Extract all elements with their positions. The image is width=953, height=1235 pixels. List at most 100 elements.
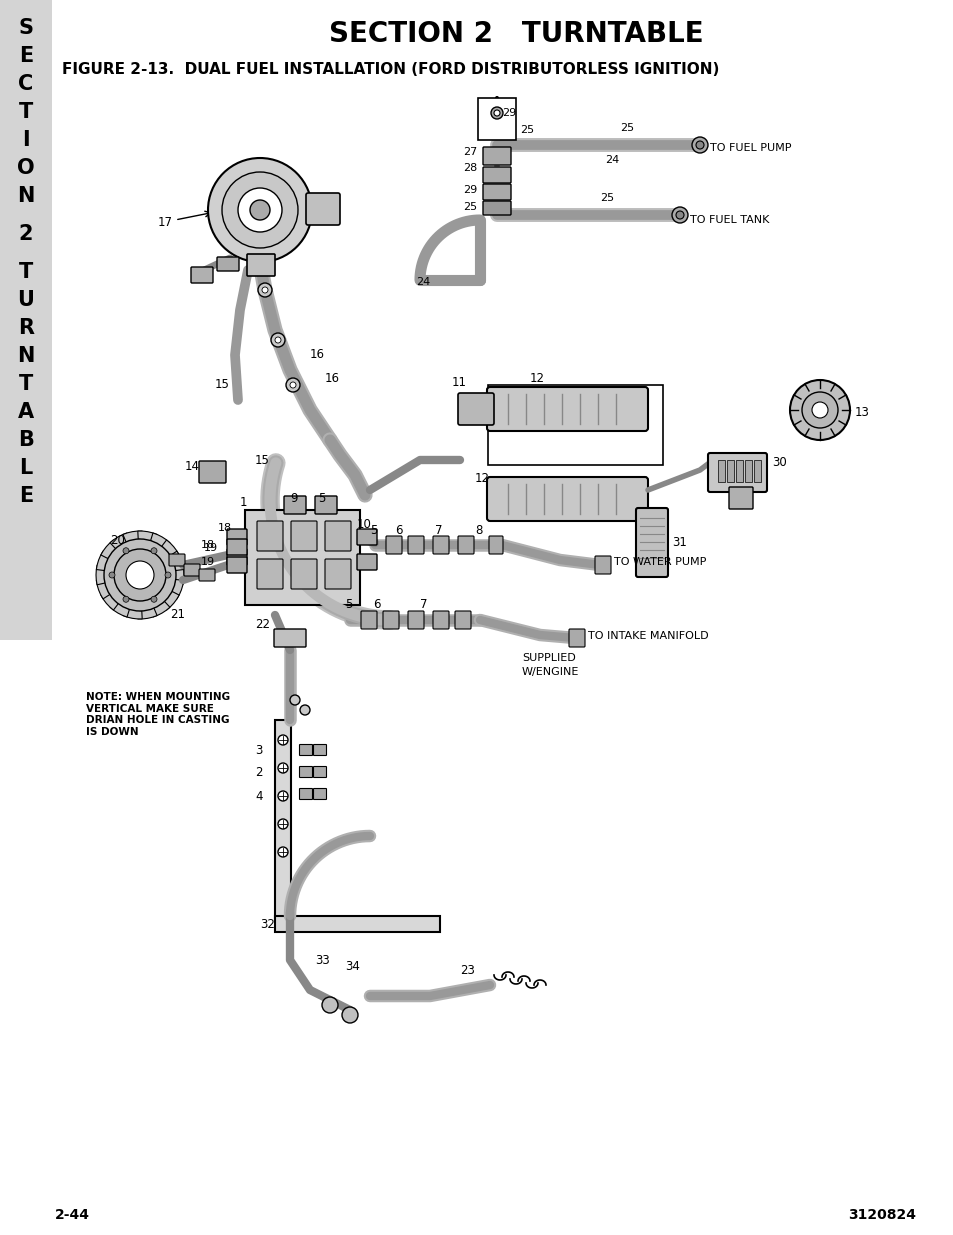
Circle shape [801,391,837,429]
Bar [477,98,516,140]
Text: 15: 15 [254,453,270,467]
Text: 30: 30 [771,457,786,469]
FancyBboxPatch shape [728,487,752,509]
FancyBboxPatch shape [457,536,474,555]
FancyBboxPatch shape [408,611,423,629]
Circle shape [277,819,288,829]
FancyBboxPatch shape [191,267,213,283]
Circle shape [341,1007,357,1023]
FancyBboxPatch shape [299,767,313,778]
Text: C: C [18,74,33,94]
Text: W/ENGINE: W/ENGINE [521,667,578,677]
Text: 5: 5 [345,599,352,611]
FancyBboxPatch shape [274,629,306,647]
Circle shape [237,188,282,232]
FancyBboxPatch shape [291,521,316,551]
Text: SUPPLIED: SUPPLIED [521,653,576,663]
Text: 8: 8 [475,524,482,536]
Text: 27: 27 [462,147,476,157]
Text: 25: 25 [599,193,614,203]
FancyBboxPatch shape [382,611,398,629]
Text: 17: 17 [158,215,172,228]
Text: 9: 9 [290,492,297,505]
Circle shape [271,333,285,347]
Text: TO FUEL TANK: TO FUEL TANK [689,215,768,225]
Text: 24: 24 [416,277,430,287]
Polygon shape [175,566,184,585]
FancyBboxPatch shape [482,147,511,165]
FancyBboxPatch shape [325,521,351,551]
FancyBboxPatch shape [184,564,200,576]
Polygon shape [137,531,157,542]
Bar [245,510,359,605]
Text: 6: 6 [373,599,380,611]
Text: R: R [18,317,34,338]
Text: 34: 34 [345,961,359,973]
Text: N: N [17,346,34,366]
Bar [0,0,52,640]
FancyBboxPatch shape [256,559,283,589]
Text: 5: 5 [317,492,325,505]
Circle shape [299,705,310,715]
Circle shape [277,763,288,773]
Text: 23: 23 [459,963,475,977]
Text: 16: 16 [325,372,339,384]
FancyBboxPatch shape [314,767,326,778]
FancyBboxPatch shape [227,557,247,573]
Text: 22: 22 [254,619,270,631]
Text: 24: 24 [604,156,618,165]
Polygon shape [96,579,110,599]
Bar [726,459,733,482]
FancyBboxPatch shape [227,529,247,545]
Text: A: A [18,403,34,422]
Text: 2: 2 [19,224,33,245]
Text: 4: 4 [254,789,262,803]
FancyBboxPatch shape [482,184,511,200]
FancyBboxPatch shape [595,556,610,574]
Text: 10: 10 [356,519,372,531]
Polygon shape [162,592,179,610]
FancyBboxPatch shape [314,496,336,514]
Text: 18: 18 [218,522,232,534]
Polygon shape [162,540,179,558]
FancyBboxPatch shape [457,393,494,425]
Circle shape [277,735,288,745]
Circle shape [676,211,683,219]
Text: 31: 31 [671,536,686,550]
Text: TO INTAKE MANIFOLD: TO INTAKE MANIFOLD [587,631,708,641]
FancyBboxPatch shape [314,788,326,799]
FancyBboxPatch shape [360,611,376,629]
Circle shape [250,200,270,220]
Polygon shape [123,531,142,542]
FancyBboxPatch shape [636,508,667,577]
Text: TO WATER PUMP: TO WATER PUMP [614,557,705,567]
FancyBboxPatch shape [455,611,471,629]
Text: 2: 2 [254,767,262,779]
Circle shape [277,847,288,857]
Circle shape [126,561,153,589]
Text: 3: 3 [254,743,262,757]
FancyBboxPatch shape [433,536,449,555]
FancyBboxPatch shape [433,611,449,629]
Text: 25: 25 [519,125,534,135]
Text: U: U [17,290,34,310]
Polygon shape [101,540,118,558]
Polygon shape [151,534,170,548]
Circle shape [104,538,175,611]
Circle shape [165,572,171,578]
Text: L: L [19,458,32,478]
Text: NOTE: WHEN MOUNTING
VERTICAL MAKE SURE
DRIAN HOLE IN CASTING
IS DOWN: NOTE: WHEN MOUNTING VERTICAL MAKE SURE D… [86,692,230,737]
Text: 15: 15 [214,378,230,391]
Polygon shape [101,592,118,610]
FancyBboxPatch shape [227,538,247,555]
Circle shape [109,572,115,578]
Text: N: N [17,186,34,206]
Text: 14: 14 [185,461,200,473]
FancyBboxPatch shape [386,536,401,555]
Bar [744,459,751,482]
Polygon shape [170,579,184,599]
FancyBboxPatch shape [707,453,766,492]
Text: 25: 25 [462,203,476,212]
Text: 5: 5 [370,524,377,536]
Circle shape [277,790,288,802]
